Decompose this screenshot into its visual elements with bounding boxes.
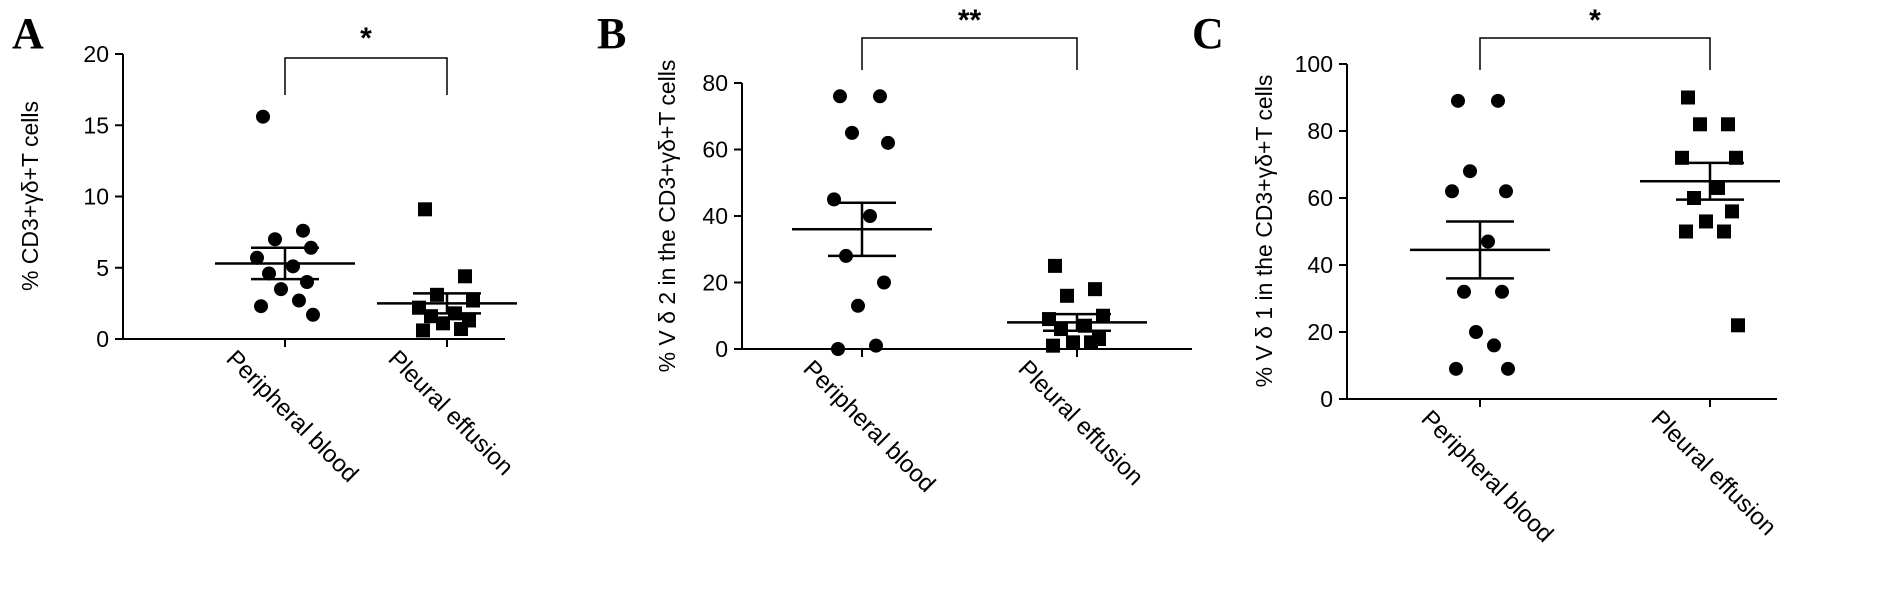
panel-c-point (1501, 361, 1515, 376)
panel-b-point (831, 342, 845, 356)
panel-a-point (466, 293, 480, 308)
panel-c-significance-bracket (1479, 37, 1711, 70)
panel-a-y-tick-label: 20 (83, 41, 109, 67)
panel-b-point (1084, 335, 1098, 350)
panel-c-point (1725, 204, 1739, 219)
panel-b-point (851, 298, 865, 313)
panel-b-point (863, 209, 877, 223)
panel-a-significance-label: * (360, 22, 372, 55)
panel-c-point (1731, 318, 1745, 333)
panel-c-point (1445, 184, 1459, 199)
panel-c-point (1693, 117, 1707, 132)
panel-b-y-tick-label: 60 (702, 137, 728, 163)
panel-c-point (1687, 191, 1701, 205)
panel-c-y-tick-label: 100 (1295, 51, 1333, 77)
panel-a-point (436, 316, 450, 331)
panel-c-y-tick-label: 60 (1307, 185, 1333, 211)
panel-a-point (296, 223, 310, 238)
panel-b-y-tick-label: 80 (702, 70, 728, 96)
panel-c-point (1487, 338, 1501, 353)
panel-a-point (286, 259, 300, 274)
panel-c-point (1679, 224, 1693, 239)
panel-c-point (1499, 184, 1513, 199)
panel-b-point (1088, 282, 1102, 297)
panel-c-point (1463, 164, 1477, 179)
panel-b-point (827, 192, 841, 207)
panel-c-point (1717, 224, 1731, 239)
panel-c-category-label: Pleural effusion (1646, 405, 1782, 541)
panel-a-y-tick-label: 5 (96, 255, 109, 281)
panel-b-letter: B (597, 9, 626, 58)
panel-b-significance-bracket (861, 37, 1078, 70)
panel-a-y-tick-label: 10 (83, 184, 109, 210)
panel-a-point (268, 232, 282, 247)
panel-c-y-tick-label: 40 (1307, 252, 1333, 278)
panel-b-y-label: % V δ 2 in the CD3+γδ+T cells (654, 60, 680, 373)
panel-b-category-label: Peripheral blood (798, 355, 941, 498)
panel-b-category-label: Pleural effusion (1013, 355, 1149, 491)
panel-c-point (1449, 361, 1463, 376)
panel-c-point (1699, 214, 1713, 229)
panel-a-point (306, 307, 320, 322)
panel-c-y-tick-label: 80 (1307, 118, 1333, 144)
panel-a-point (274, 282, 288, 297)
panel-b-point (1060, 288, 1074, 303)
panel-c-category-label: Peripheral blood (1416, 405, 1559, 548)
panel-c-point (1681, 90, 1695, 105)
panel-b-point (881, 135, 895, 150)
panel-c-point (1451, 93, 1465, 108)
panel-b-y-tick-label: 0 (715, 336, 728, 362)
panel-c-point (1481, 234, 1495, 249)
panel-a-point (458, 269, 472, 284)
panel-b-point (845, 125, 859, 140)
panel-a-point (454, 322, 468, 337)
panel-c-letter: C (1192, 9, 1224, 58)
panel-a-point (262, 266, 276, 281)
panel-c-point (1675, 150, 1689, 165)
panel-a-point (418, 202, 432, 217)
panel-a-point (416, 323, 430, 338)
panel-c-point (1729, 150, 1743, 165)
panel-c-point (1495, 284, 1509, 299)
panel-a-y-label: % CD3+γδ+T cells (17, 101, 43, 291)
panel-a-y-tick-label: 0 (96, 326, 109, 352)
panel-a-point (254, 299, 268, 314)
panel-a-point (292, 293, 306, 308)
panel-b-point (1048, 258, 1062, 273)
panel-a-y-tick-label: 15 (83, 112, 109, 138)
panel-a-letter: A (12, 9, 44, 58)
panel-a-category-label: Pleural effusion (383, 345, 519, 481)
panel-b-point (1066, 335, 1080, 350)
panel-a-point (300, 275, 314, 289)
panel-b-point (869, 338, 883, 353)
panel-b-y-tick-label: 20 (702, 270, 728, 296)
panel-c-point (1491, 93, 1505, 108)
panel-c-y-label: % V δ 1 in the CD3+γδ+T cells (1251, 75, 1277, 388)
panel-b-point (1096, 308, 1110, 323)
panel-b-point (1046, 338, 1060, 353)
panel-c-point (1469, 325, 1483, 339)
panel-c-point (1457, 284, 1471, 299)
panel-b-point (873, 89, 887, 104)
panel-c-y-tick-label: 0 (1320, 386, 1333, 412)
panel-a-point (424, 309, 438, 324)
panel-b-point (833, 89, 847, 104)
panel-a-point (430, 287, 444, 302)
panel-b-significance-label: ** (958, 4, 982, 37)
panel-a-point (256, 109, 270, 124)
panel-b-point (877, 275, 891, 290)
panel-a-category-label: Peripheral blood (221, 345, 364, 488)
panel-a-point (250, 250, 264, 265)
panel-b-y-tick-label: 40 (702, 203, 728, 229)
panel-c-point (1711, 180, 1725, 195)
panel-c-y-tick-label: 20 (1307, 319, 1333, 345)
panel-a-significance-bracket (284, 57, 448, 95)
panel-b-point (1054, 322, 1068, 337)
panel-c-significance-label: * (1589, 4, 1601, 37)
panel-c-point (1721, 117, 1735, 132)
